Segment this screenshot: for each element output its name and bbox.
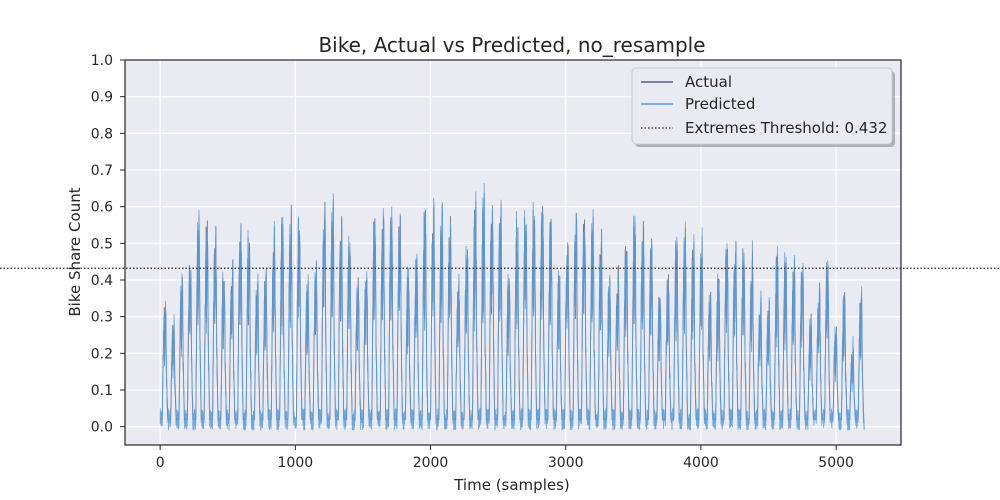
y-axis-label: Bike Share Count — [66, 187, 84, 316]
y-tick-label: 0.1 — [91, 383, 113, 399]
chart-title: Bike, Actual vs Predicted, no_resample — [318, 33, 705, 57]
series-group — [159, 182, 865, 432]
x-ticks: 0 1000 2000 3000 4000 5000 — [156, 445, 854, 471]
y-tick-label: 0.0 — [91, 420, 113, 436]
y-tick-label: 0.4 — [91, 273, 113, 289]
x-tick-label: 1000 — [278, 455, 314, 471]
y-tick-label: 0.9 — [91, 90, 113, 106]
legend-box — [631, 67, 893, 145]
grid-lines — [125, 59, 901, 445]
legend-label-threshold: Extremes Threshold: 0.432 — [685, 119, 887, 137]
x-tick-label: 5000 — [818, 455, 854, 471]
legend-label-predicted: Predicted — [685, 95, 755, 113]
legend-label-actual: Actual — [685, 73, 732, 91]
y-tick-label: 0.8 — [91, 126, 113, 142]
x-tick-label: 0 — [156, 455, 165, 471]
x-tick-label: 2000 — [413, 455, 449, 471]
x-axis-label: Time (samples) — [453, 476, 570, 494]
y-tick-label: 0.6 — [91, 200, 113, 216]
y-tick-label: 0.5 — [91, 236, 113, 252]
y-tick-label: 0.2 — [91, 346, 113, 362]
y-tick-label: 0.7 — [91, 163, 113, 179]
x-tick-label: 3000 — [548, 455, 584, 471]
y-tick-label: 1.0 — [91, 53, 113, 69]
legend: Actual Predicted Extremes Threshold: 0.4… — [631, 67, 895, 147]
y-ticks: 0.0 0.1 0.2 0.3 0.4 0.5 0.6 0.7 0.8 0.9 1.0 — [91, 53, 125, 436]
y-tick-label: 0.3 — [91, 310, 113, 326]
x-tick-label: 4000 — [683, 455, 719, 471]
series-line-predicted — [159, 182, 865, 432]
plot-frame — [124, 59, 902, 446]
